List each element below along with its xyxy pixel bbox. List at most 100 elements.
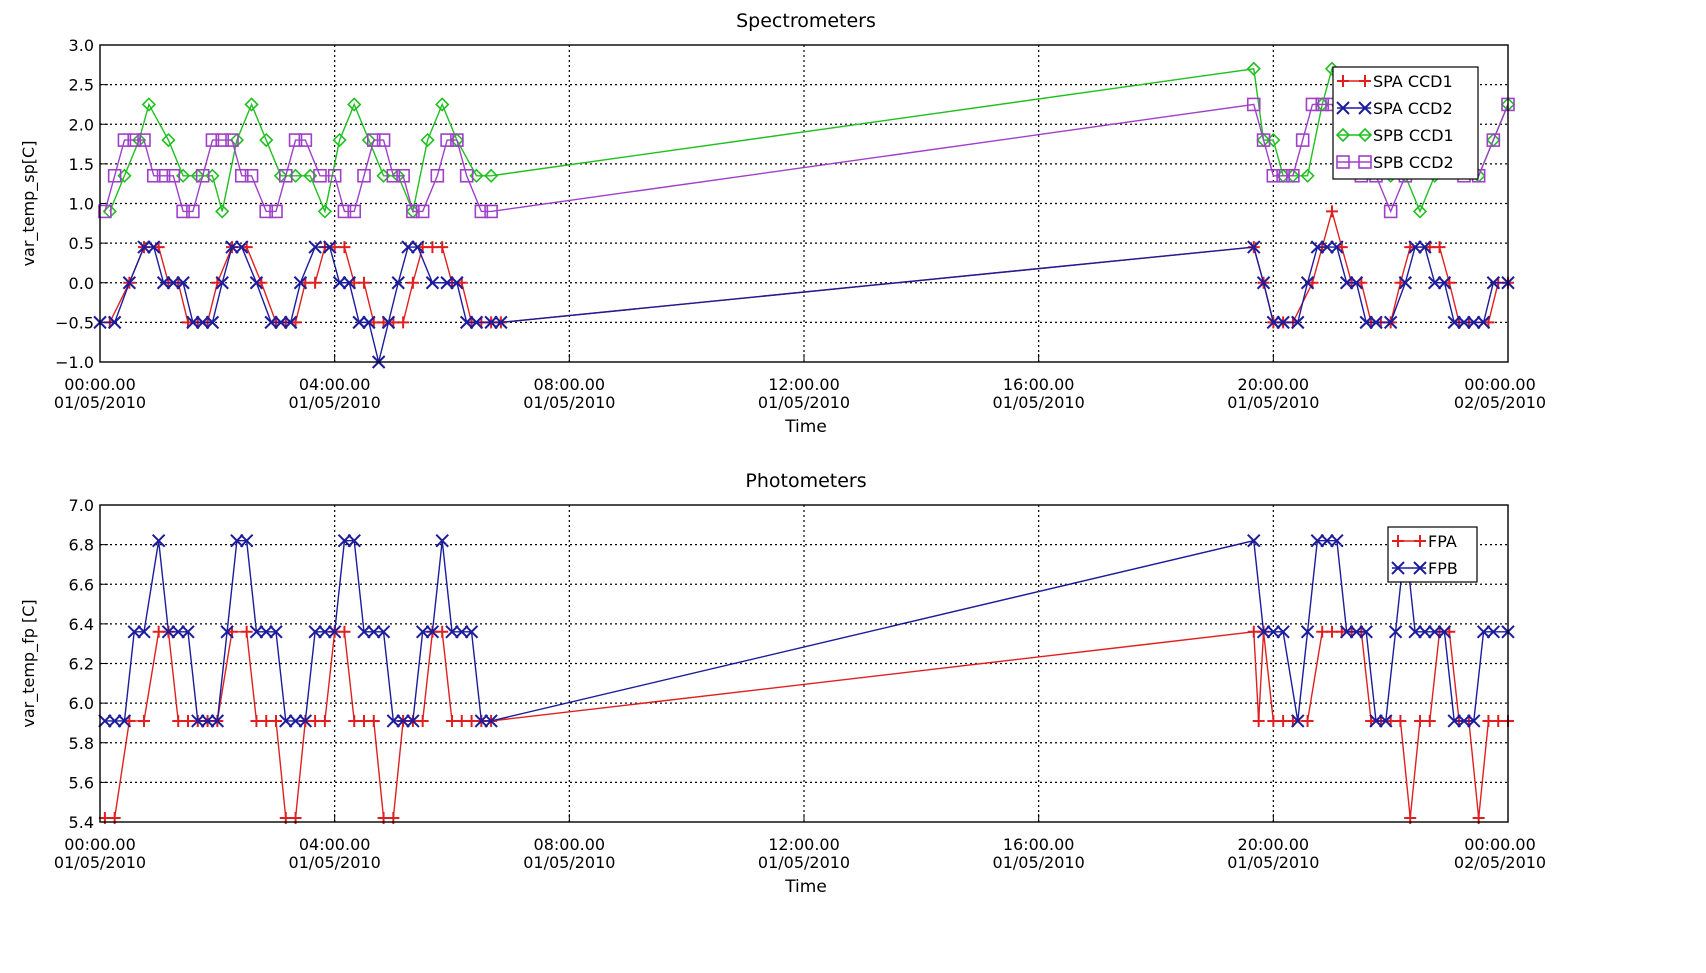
data-point <box>337 204 352 219</box>
data-point <box>474 204 489 219</box>
y-tick-label: 6.0 <box>69 694 94 713</box>
data-point <box>161 132 176 148</box>
y-tick-label: 2.5 <box>69 76 94 95</box>
data-point <box>205 315 220 330</box>
series-fpb <box>98 533 1515 728</box>
x-tick-label-time: 08:00.00 <box>534 835 606 854</box>
data-point <box>338 625 351 638</box>
legend: SPA CCD1 SPA CCD2 SPB CCD1 SPB CCD2 <box>1332 66 1479 180</box>
x-tick-label-date: 01/05/2010 <box>54 853 146 872</box>
x-tick-label-time: 00:00.00 <box>1464 835 1536 854</box>
series-line <box>104 539 1508 722</box>
y-tick-label: −0.5 <box>55 313 94 332</box>
data-point <box>186 315 200 330</box>
data-point <box>151 533 166 548</box>
data-point <box>147 240 161 254</box>
data-point <box>117 133 132 147</box>
data-point <box>445 625 459 639</box>
data-point <box>1246 97 1261 112</box>
data-point <box>386 714 401 728</box>
chart-spectrometers: Spectrometers 3.0 2.5 2.0 1.5 1.0 0.5 0.0 −0.5 −1… <box>19 10 1546 437</box>
data-point <box>317 204 333 219</box>
chart-photometers: Photometers 7.0 6.8 6.6 6.4 6.2 6.0 5.8 5.6 5.4 00… <box>19 470 1546 897</box>
data-point <box>450 276 464 290</box>
y-tick-label: 0.0 <box>69 274 94 293</box>
data-point <box>249 625 264 639</box>
data-point <box>146 168 161 183</box>
data-point <box>396 168 410 183</box>
x-tick-label-date: 01/05/2010 <box>993 393 1085 412</box>
data-point <box>1247 240 1261 254</box>
data-point <box>366 133 381 147</box>
data-point <box>1423 714 1436 727</box>
x-tick-label-time: 08:00.00 <box>534 375 606 394</box>
data-point <box>376 133 391 147</box>
data-point <box>1300 276 1315 290</box>
data-point <box>225 240 239 254</box>
data-point <box>1335 127 1351 143</box>
data-point <box>1413 561 1427 575</box>
x-tick-label-time: 20:00.00 <box>1238 375 1310 394</box>
data-point <box>1266 168 1281 183</box>
data-point <box>279 714 293 728</box>
data-point <box>1369 315 1383 330</box>
data-point <box>1418 625 1432 639</box>
data-point <box>396 714 410 728</box>
data-point <box>205 133 220 147</box>
data-point <box>440 276 454 290</box>
data-point <box>469 315 484 330</box>
y-tick-label: 1.0 <box>69 195 94 214</box>
data-point <box>138 714 150 727</box>
x-axis-label: Time <box>784 877 827 897</box>
data-point <box>358 276 370 289</box>
data-point <box>1476 625 1491 639</box>
chart-title: Photometers <box>745 470 866 492</box>
x-tick-label-date: 01/05/2010 <box>758 853 850 872</box>
data-point <box>215 276 229 290</box>
data-point <box>464 625 479 639</box>
data-point <box>1320 240 1334 254</box>
data-point <box>1339 625 1354 639</box>
data-point <box>342 276 357 290</box>
data-point <box>259 204 274 219</box>
data-point <box>1392 535 1404 547</box>
y-tick-label: 0.5 <box>69 234 94 253</box>
data-point <box>225 133 239 147</box>
data-point <box>1433 241 1446 254</box>
legend-label: SPA CCD1 <box>1373 72 1453 91</box>
series-line <box>109 208 1508 324</box>
data-point <box>376 625 391 639</box>
legend-label: SPB CCD1 <box>1373 126 1454 145</box>
x-tick-label-date: 02/05/2010 <box>1454 853 1546 872</box>
data-point <box>332 276 347 290</box>
data-point <box>283 315 298 330</box>
data-point <box>455 625 469 639</box>
data-point <box>1300 168 1315 183</box>
data-point <box>1447 714 1461 728</box>
data-point <box>1388 625 1403 639</box>
data-point <box>181 625 195 639</box>
legend-label: FPB <box>1428 559 1458 578</box>
data-point <box>1408 240 1422 254</box>
data-point <box>1295 133 1310 147</box>
data-point <box>484 204 498 219</box>
data-point <box>327 625 342 639</box>
data-point <box>1427 625 1442 639</box>
data-point <box>318 625 332 639</box>
data-point <box>440 133 454 147</box>
x-tick-label-time: 20:00.00 <box>1238 835 1310 854</box>
data-point <box>240 625 253 638</box>
data-point <box>436 241 449 254</box>
data-point <box>309 276 322 289</box>
data-point <box>1256 133 1271 147</box>
series-line <box>100 246 1508 363</box>
data-point <box>1358 101 1372 115</box>
data-point <box>1276 315 1290 330</box>
data-point <box>215 204 230 219</box>
data-point <box>1310 240 1325 254</box>
data-point <box>269 204 283 219</box>
data-point <box>1486 133 1501 147</box>
data-point <box>288 714 303 728</box>
data-point <box>166 168 181 183</box>
data-point <box>1252 714 1265 727</box>
